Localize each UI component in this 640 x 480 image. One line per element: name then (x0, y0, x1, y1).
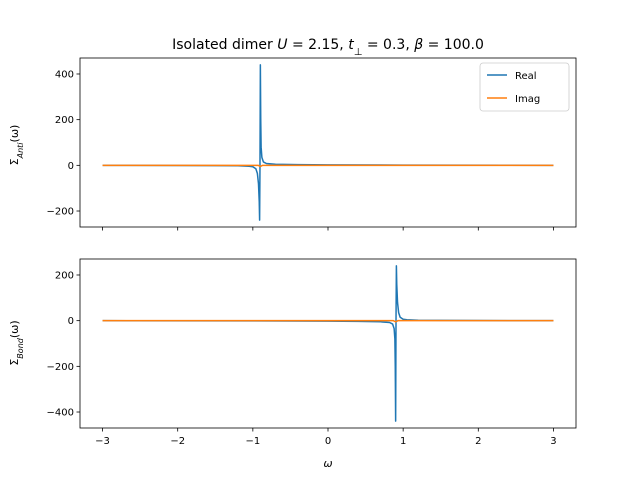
top-y-label-sigma: Σ (8, 158, 21, 165)
bond-x-tick-label: 3 (550, 436, 556, 447)
title-prefix: Isolated dimer (172, 37, 277, 53)
legend: Real Imag (479, 62, 570, 112)
anti-y-tick-label: 400 (55, 69, 74, 80)
bond-x-tick-label: −1 (245, 436, 260, 447)
bottom-panel-bond: −400 −200 0 200 −3 −2 −1 0 1 2 3 (47, 258, 577, 447)
bond-x-tick-label: 1 (400, 436, 406, 447)
anti-y-tick-label: 200 (55, 115, 74, 126)
bond-y-tick-label: −200 (47, 362, 74, 373)
top-y-axis-label: ΣAnti(ω) (8, 125, 25, 166)
bond-series-real-line (102, 265, 554, 422)
title-u-value: = 2.15, (288, 37, 349, 53)
title-t-sub: ⊥ (354, 47, 363, 58)
anti-y-tick-label: 0 (68, 161, 74, 172)
anti-series-imag-line (102, 164, 554, 168)
bond-x-tick-label: −3 (95, 436, 110, 447)
bond-x-tick-label: 2 (475, 436, 481, 447)
bottom-y-label-arg: (ω) (8, 320, 21, 338)
bond-series-imag-line (102, 319, 554, 323)
bottom-y-label-sigma: Σ (8, 359, 21, 366)
bond-y-tick-label: −400 (47, 408, 74, 419)
anti-y-tick-label: −200 (47, 207, 74, 218)
legend-label-real: Real (515, 71, 537, 82)
x-axis-label: ω (323, 457, 332, 470)
bottom-y-label-sub: Bond (16, 337, 25, 358)
bond-y-tick-label: 200 (55, 270, 74, 281)
title-u-symbol: U (277, 37, 287, 53)
top-panel-anti: −200 0 200 400 (47, 57, 577, 231)
chart-title: Isolated dimer U = 2.15, t⊥ = 0.3, β = 1… (172, 37, 484, 58)
top-y-label-sub: Anti (16, 142, 25, 160)
bond-x-tick-label: −2 (170, 436, 185, 447)
title-beta-symbol: β (413, 37, 423, 53)
legend-label-imag: Imag (515, 94, 540, 105)
title-t-symbol: t (348, 37, 354, 53)
title-beta-value: = 100.0 (423, 37, 484, 53)
bond-x-tick-label: 0 (325, 436, 331, 447)
bond-y-tick-label: 0 (68, 316, 74, 327)
top-y-label-arg: (ω) (8, 125, 21, 143)
anti-series-real-line (102, 64, 554, 221)
title-t-value: = 0.3, (362, 37, 414, 53)
bottom-y-axis-label: ΣBond(ω) (8, 320, 25, 365)
